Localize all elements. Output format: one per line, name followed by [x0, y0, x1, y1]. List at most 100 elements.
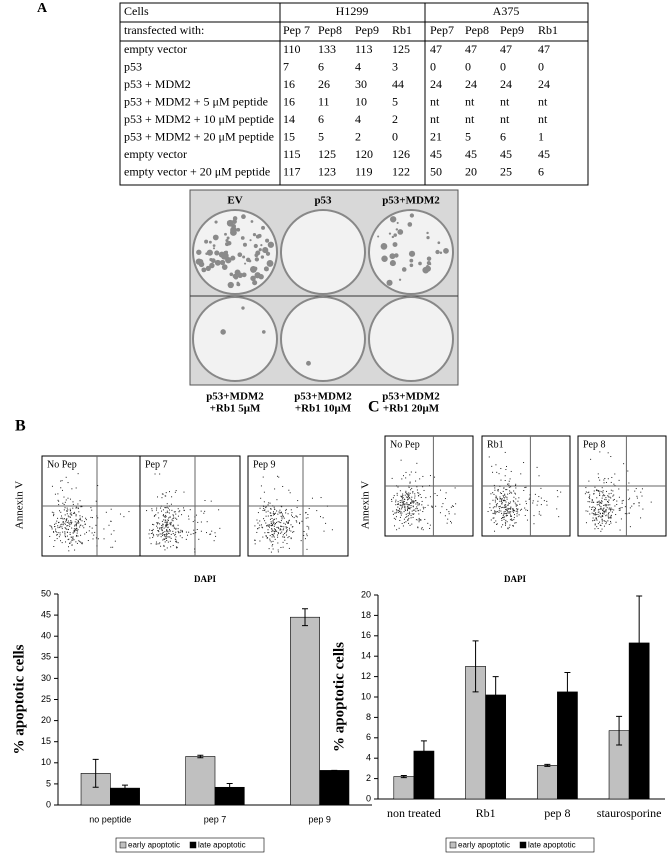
event — [597, 528, 599, 530]
event — [285, 510, 287, 512]
event — [296, 516, 298, 518]
event — [427, 504, 429, 506]
event — [163, 519, 165, 521]
event — [267, 504, 269, 506]
event — [265, 506, 267, 508]
event — [609, 504, 611, 506]
event — [273, 535, 275, 537]
event — [602, 516, 604, 518]
event — [598, 503, 600, 505]
colony — [409, 258, 414, 263]
event — [515, 484, 517, 486]
event — [306, 535, 308, 537]
event — [169, 516, 171, 518]
event — [55, 522, 57, 524]
event — [73, 528, 75, 530]
event — [162, 493, 164, 495]
event — [277, 542, 279, 544]
event — [621, 500, 623, 502]
table-cell: 6 — [538, 164, 544, 178]
event — [587, 501, 589, 503]
event — [156, 507, 158, 509]
event — [610, 489, 612, 491]
event — [177, 528, 179, 530]
event — [412, 492, 414, 494]
event — [629, 497, 631, 499]
event — [149, 529, 151, 531]
colony — [389, 253, 396, 260]
event — [640, 491, 642, 493]
event — [612, 495, 614, 497]
event — [67, 482, 69, 484]
event — [601, 487, 603, 489]
event — [513, 510, 515, 512]
event — [403, 522, 405, 524]
y-tick-label: 0 — [46, 799, 51, 809]
event — [156, 496, 158, 498]
event — [417, 492, 419, 494]
table-cell: nt — [465, 94, 475, 108]
event — [162, 525, 164, 527]
event — [203, 512, 205, 514]
event — [598, 477, 600, 479]
event — [410, 506, 412, 508]
event — [599, 492, 601, 494]
colony — [236, 282, 241, 287]
event — [283, 517, 285, 519]
event — [57, 517, 59, 519]
event — [167, 532, 169, 534]
event — [159, 528, 161, 530]
event — [283, 526, 285, 528]
colony — [242, 255, 246, 259]
event — [497, 498, 499, 500]
event — [88, 530, 90, 532]
table-cell: 6 — [500, 129, 506, 143]
event — [263, 518, 265, 520]
event — [510, 491, 512, 493]
event — [161, 530, 163, 532]
event — [501, 517, 503, 519]
event — [168, 532, 170, 534]
event — [505, 506, 507, 508]
event — [408, 522, 410, 524]
event — [507, 528, 509, 530]
event — [151, 530, 153, 532]
event — [585, 491, 587, 493]
event — [510, 508, 512, 510]
event — [270, 523, 272, 525]
event — [602, 510, 604, 512]
event — [165, 524, 167, 526]
event — [272, 524, 274, 526]
event — [271, 517, 273, 519]
event — [76, 527, 78, 529]
colony — [255, 250, 261, 256]
event — [515, 522, 517, 524]
event — [607, 520, 609, 522]
event — [79, 541, 81, 543]
event — [56, 538, 58, 540]
table-cell: 10 — [355, 94, 367, 108]
event — [402, 498, 404, 500]
plate-label: p53+MDM2 — [382, 195, 440, 207]
event — [610, 514, 612, 516]
event — [290, 537, 292, 539]
event — [509, 478, 511, 480]
event — [176, 547, 178, 549]
event — [410, 489, 412, 491]
event — [172, 544, 174, 546]
legend-label: late apoptotic — [528, 841, 576, 850]
colony — [261, 225, 265, 230]
event — [604, 504, 606, 506]
event — [163, 535, 165, 537]
event — [510, 470, 512, 472]
event — [66, 528, 68, 530]
event — [178, 532, 180, 534]
event — [619, 529, 621, 531]
event — [77, 508, 79, 510]
event — [66, 507, 68, 509]
event — [286, 530, 288, 532]
event — [593, 513, 595, 515]
event — [60, 517, 62, 519]
table-cell: nt — [430, 112, 440, 126]
event — [594, 486, 596, 488]
